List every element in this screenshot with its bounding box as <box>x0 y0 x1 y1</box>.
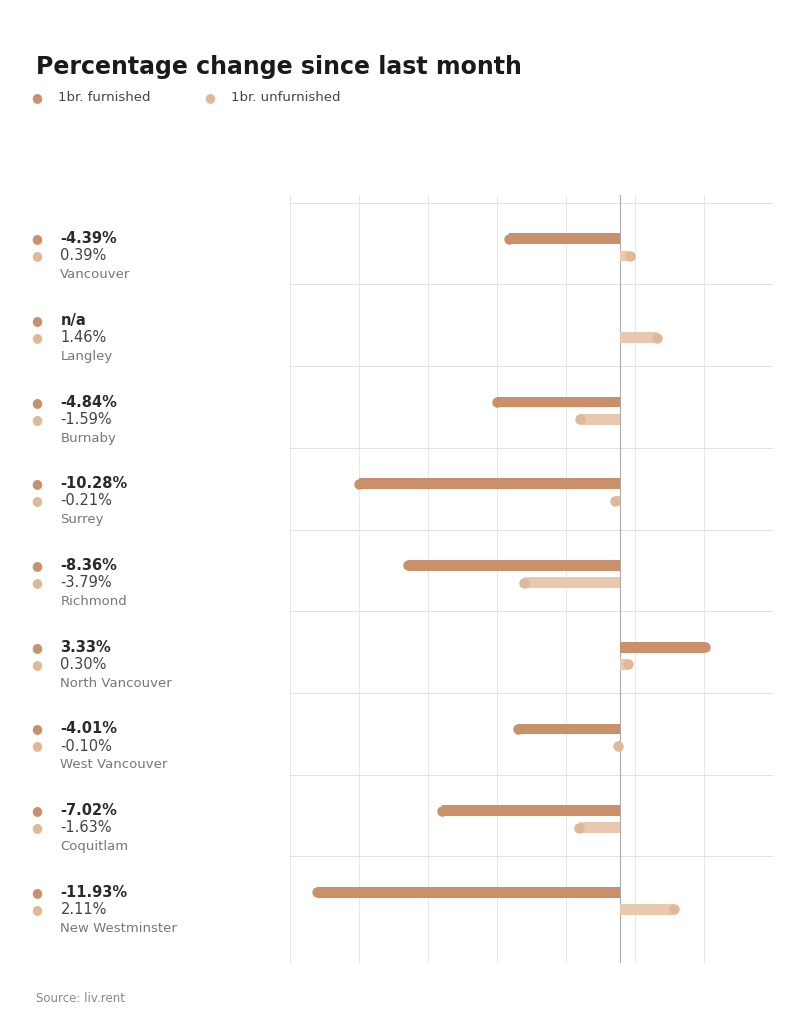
Bar <box>518 724 621 734</box>
Text: Source: liv.rent: Source: liv.rent <box>36 992 126 1005</box>
Text: 0.30%: 0.30% <box>60 656 107 672</box>
Text: 1br. unfurnished: 1br. unfurnished <box>231 91 341 103</box>
Text: -4.01%: -4.01% <box>60 721 118 736</box>
Text: ●: ● <box>31 641 42 653</box>
Text: -0.21%: -0.21% <box>60 494 112 509</box>
Text: Coquitlam: Coquitlam <box>60 840 129 853</box>
Text: Langley: Langley <box>60 350 113 362</box>
Bar <box>621 332 658 343</box>
Text: 0.39%: 0.39% <box>60 249 106 263</box>
Text: -4.39%: -4.39% <box>60 231 117 246</box>
Text: West Vancouver: West Vancouver <box>60 759 167 771</box>
Bar <box>615 496 621 506</box>
Text: ●: ● <box>31 232 42 245</box>
Bar <box>509 233 621 244</box>
Bar <box>579 822 621 834</box>
Text: -4.84%: -4.84% <box>60 394 118 410</box>
Text: ●: ● <box>31 249 42 262</box>
Text: North Vancouver: North Vancouver <box>60 677 172 689</box>
Bar <box>497 396 621 408</box>
Text: 1.46%: 1.46% <box>60 330 106 345</box>
Text: ●: ● <box>31 559 42 572</box>
Text: ●: ● <box>31 821 42 835</box>
Text: ●: ● <box>31 739 42 753</box>
Text: ●: ● <box>31 477 42 490</box>
Text: ●: ● <box>31 657 42 671</box>
Text: New Westminster: New Westminster <box>60 922 177 935</box>
Text: 2.11%: 2.11% <box>60 902 107 916</box>
Text: Percentage change since last month: Percentage change since last month <box>36 54 522 79</box>
Text: ●: ● <box>31 886 42 899</box>
Text: -0.10%: -0.10% <box>60 738 112 754</box>
Bar <box>408 560 621 570</box>
Text: ●: ● <box>31 577 42 589</box>
Text: 3.33%: 3.33% <box>60 640 111 654</box>
Text: 1br. furnished: 1br. furnished <box>58 91 151 103</box>
Text: Burnaby: Burnaby <box>60 431 116 444</box>
Text: Richmond: Richmond <box>60 595 127 608</box>
Text: ●: ● <box>31 413 42 426</box>
Bar <box>580 414 621 425</box>
Text: -11.93%: -11.93% <box>60 885 127 900</box>
Bar <box>621 251 630 261</box>
Text: ●: ● <box>31 903 42 915</box>
Text: ●: ● <box>31 722 42 735</box>
Text: -1.59%: -1.59% <box>60 412 112 427</box>
Text: ●: ● <box>31 331 42 344</box>
Bar <box>524 578 621 588</box>
Text: -10.28%: -10.28% <box>60 476 128 492</box>
Text: ●: ● <box>31 495 42 508</box>
Text: -8.36%: -8.36% <box>60 558 118 573</box>
Text: n/a: n/a <box>60 313 86 328</box>
Bar <box>621 659 628 670</box>
Text: -7.02%: -7.02% <box>60 803 118 818</box>
Text: Surrey: Surrey <box>60 513 104 526</box>
Text: ●: ● <box>31 314 42 327</box>
Text: ●: ● <box>31 91 42 103</box>
Text: -3.79%: -3.79% <box>60 575 112 590</box>
Bar <box>359 478 621 489</box>
Bar <box>317 887 621 898</box>
Bar <box>617 740 621 752</box>
Bar <box>621 642 705 652</box>
Text: ●: ● <box>31 395 42 409</box>
Bar <box>621 904 674 914</box>
Text: -1.63%: -1.63% <box>60 820 112 836</box>
Text: Vancouver: Vancouver <box>60 268 130 282</box>
Text: ●: ● <box>204 91 215 103</box>
Text: ●: ● <box>31 804 42 817</box>
Bar <box>442 805 621 816</box>
